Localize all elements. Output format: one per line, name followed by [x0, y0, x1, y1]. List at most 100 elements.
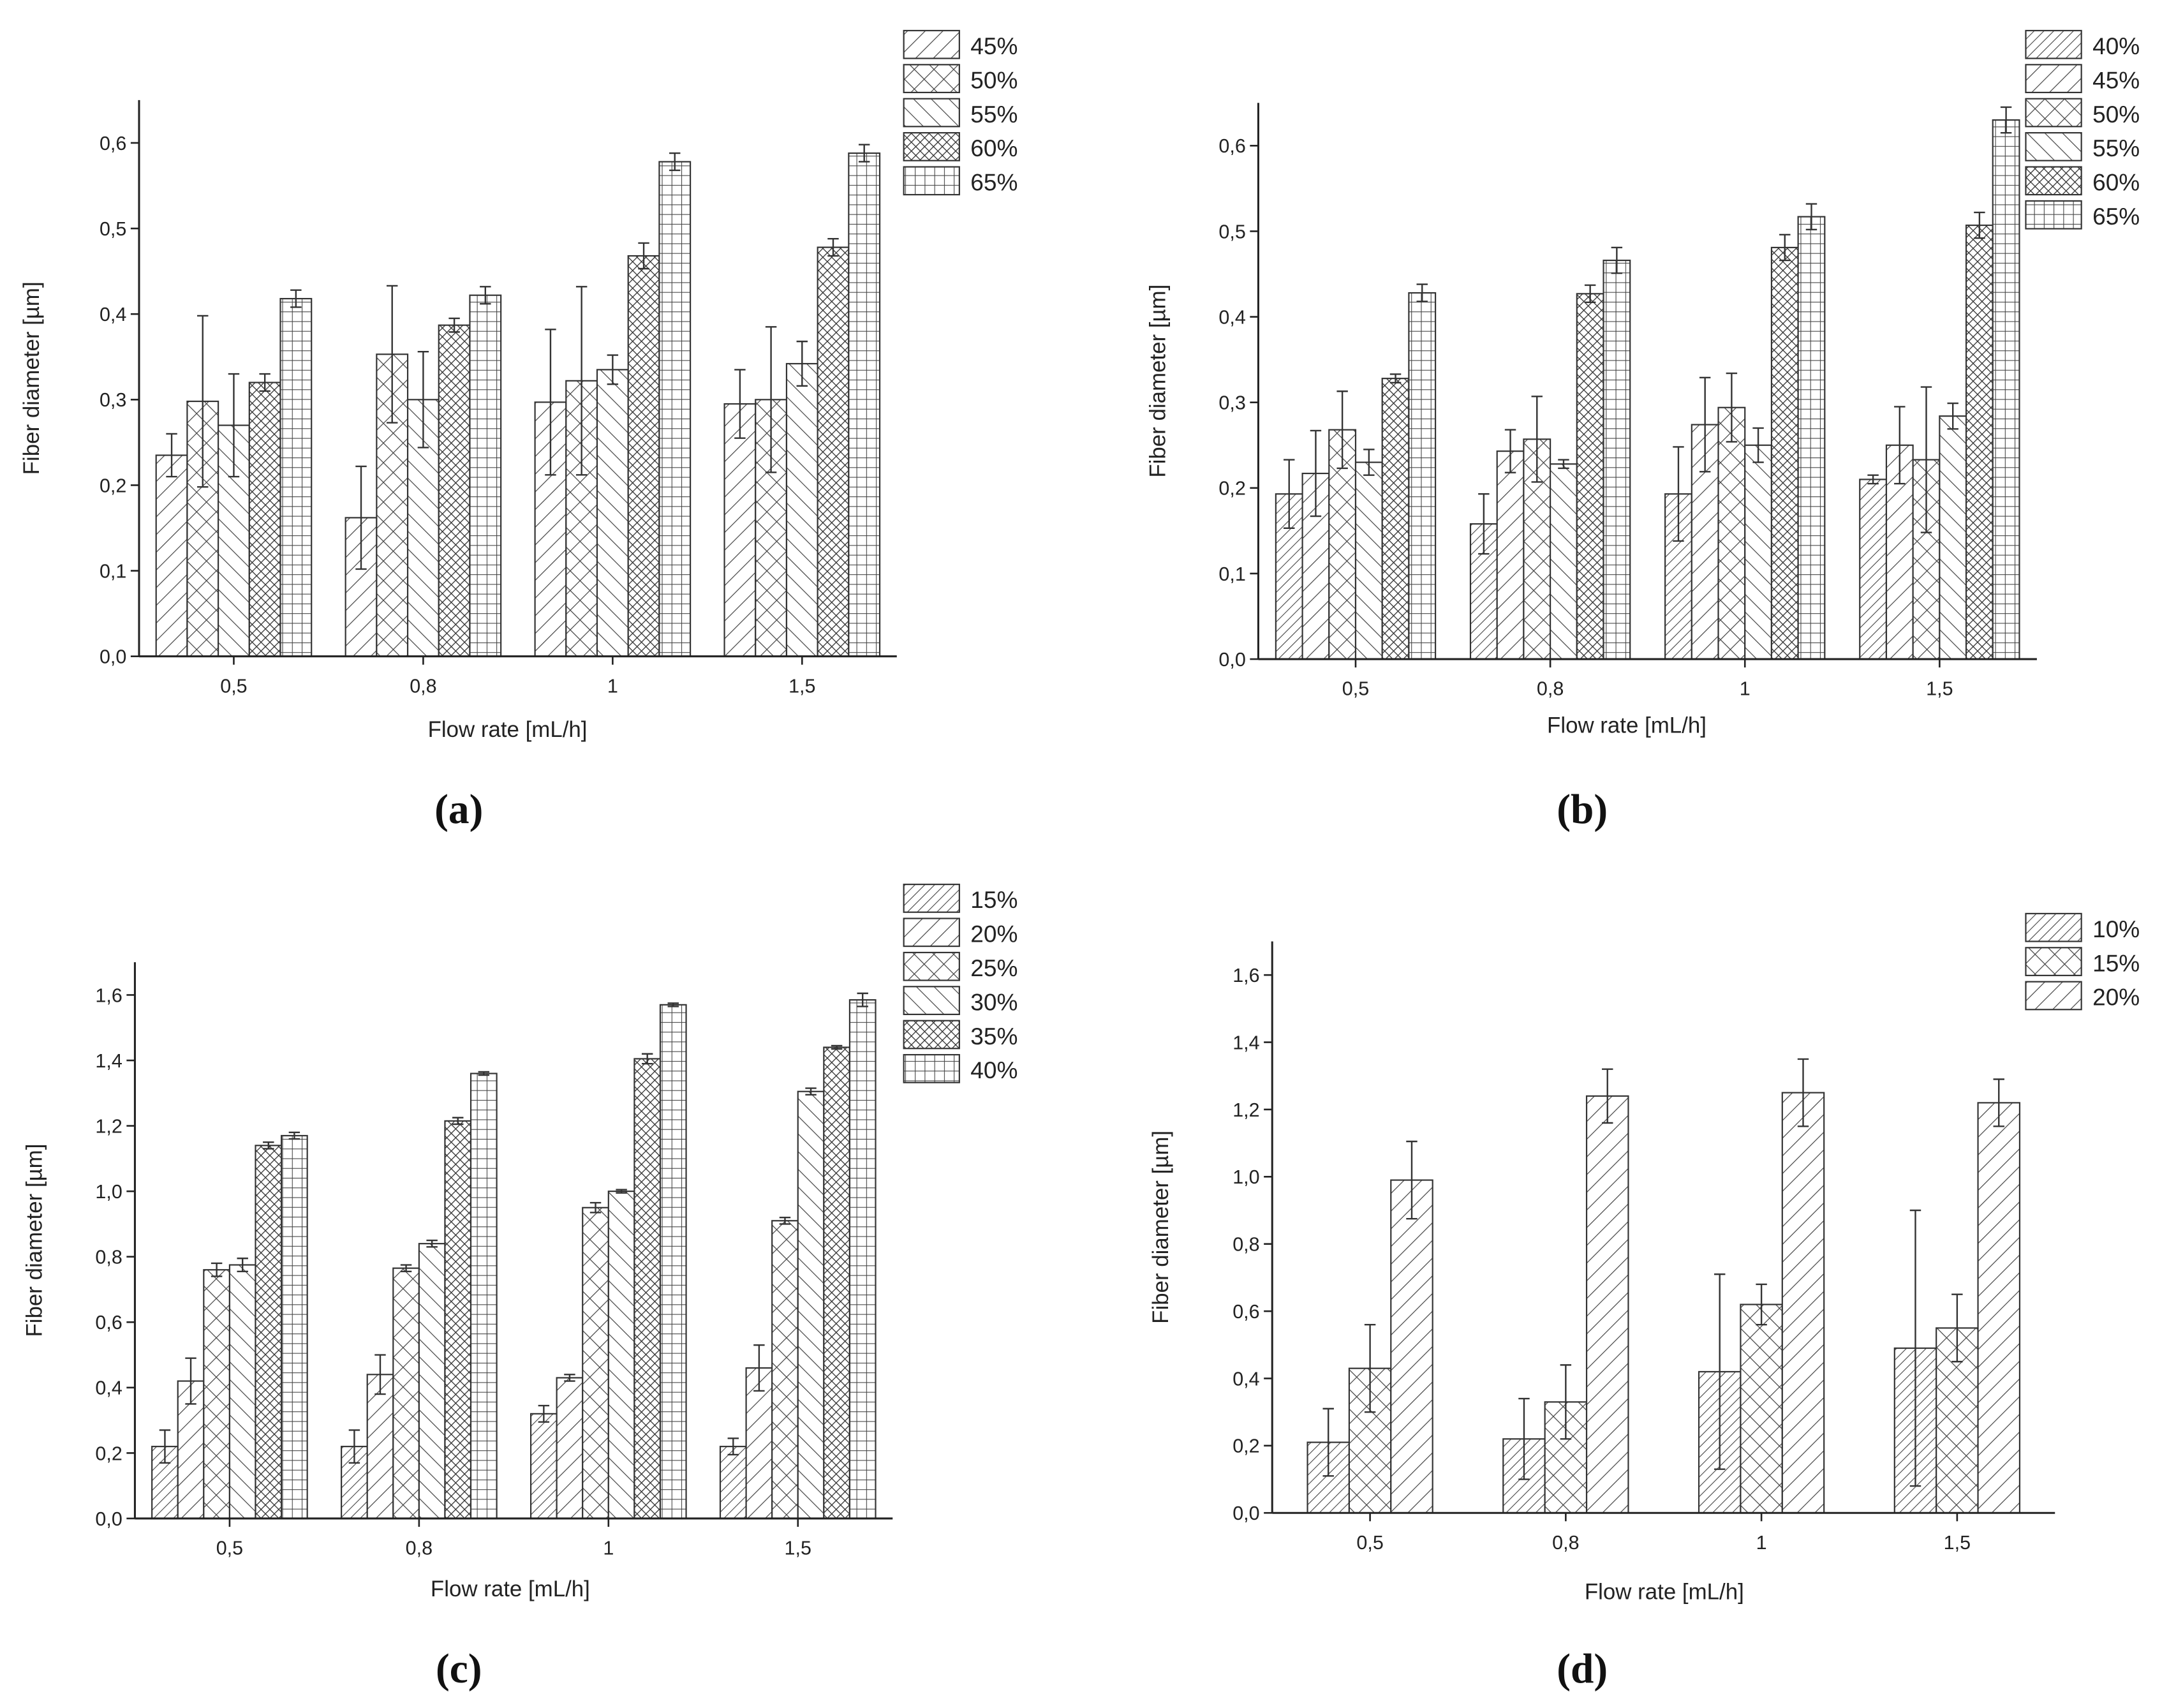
- bar: [1585, 1095, 1629, 1514]
- bar: [1354, 461, 1383, 660]
- error-bar: [1602, 1068, 1613, 1124]
- error-bar: [1389, 373, 1402, 384]
- panel-label: (a): [434, 787, 483, 833]
- x-tick-label: 1: [1740, 678, 1751, 700]
- y-axis-label: Fiber diameter [µm]: [1145, 285, 1170, 478]
- x-tick-label: 0,8: [406, 1538, 433, 1559]
- x-axis-label: Flow rate [mL/h]: [431, 1577, 590, 1601]
- bar: [848, 999, 877, 1520]
- error-bar: [1673, 446, 1684, 542]
- legend-label: 45%: [970, 33, 1018, 59]
- panel-label: (c): [436, 1646, 482, 1692]
- legend-swatch: [903, 29, 960, 59]
- y-tick-label: 0,6: [1218, 135, 1245, 157]
- error-bar: [355, 465, 367, 570]
- panel-label: (b): [1557, 787, 1608, 833]
- y-tick-label: 0,2: [100, 475, 126, 496]
- bar: [1717, 406, 1746, 660]
- legend-swatch: [2025, 912, 2082, 942]
- panel-label: (d): [1557, 1646, 1608, 1692]
- error-bar: [1504, 429, 1516, 473]
- legend-label: 15%: [2092, 949, 2140, 976]
- error-bar: [1611, 246, 1623, 274]
- error-bar: [1974, 211, 1985, 239]
- bar: [444, 1120, 472, 1520]
- bar: [155, 454, 188, 657]
- error-bar: [564, 1374, 575, 1382]
- bar: [279, 297, 313, 657]
- error-bar: [1284, 459, 1295, 530]
- legend-label: 10%: [2092, 916, 2140, 942]
- error-bar: [159, 1429, 171, 1464]
- chart-panel: 0,0 0,1 0,2 0,3 0,4 0,5 0,6 0,5 0,8 1 1,5 40% 45% 50%…: [1145, 29, 2140, 833]
- y-tick-label: 0,4: [1233, 1368, 1259, 1390]
- bar: [582, 1207, 609, 1520]
- bar: [658, 161, 692, 657]
- bar: [366, 1374, 394, 1520]
- bar: [1744, 444, 1773, 660]
- error-bar: [1951, 1293, 1963, 1363]
- y-axis-label: Fiber diameter [µm]: [19, 281, 44, 475]
- error-bar: [480, 286, 491, 305]
- error-bar: [228, 373, 240, 478]
- bar: [255, 1145, 283, 1520]
- y-tick-label: 0,6: [100, 133, 126, 154]
- bar: [817, 246, 850, 657]
- legend-label: 60%: [970, 135, 1018, 161]
- bar: [418, 1243, 446, 1520]
- legend-label: 55%: [970, 101, 1018, 128]
- legend-swatch: [903, 986, 960, 1015]
- y-tick-label: 0,6: [95, 1312, 122, 1333]
- error-bar: [1518, 1397, 1530, 1480]
- legend-swatch: [903, 1054, 960, 1083]
- x-tick-label: 1,5: [1926, 678, 1953, 700]
- bar: [1965, 224, 1994, 660]
- y-tick-label: 0,2: [95, 1443, 122, 1464]
- error-bar: [1993, 1078, 2004, 1127]
- legend-swatch: [903, 884, 960, 913]
- x-axis-label: Flow rate [mL/h]: [428, 717, 588, 742]
- bar: [1977, 1102, 2021, 1514]
- error-bar: [386, 285, 398, 424]
- x-tick-label: 0,5: [220, 675, 247, 697]
- legend-label: 20%: [2092, 984, 2140, 1011]
- error-bar: [417, 351, 429, 449]
- y-tick-label: 1,2: [95, 1115, 122, 1137]
- error-bar: [765, 326, 777, 473]
- bar: [280, 1134, 308, 1520]
- legend-swatch: [903, 132, 960, 161]
- legend-label: 65%: [2092, 203, 2140, 230]
- y-tick-label: 0,4: [1218, 306, 1245, 328]
- x-tick-label: 0,8: [1552, 1532, 1579, 1554]
- error-bar: [641, 1053, 653, 1065]
- error-bar: [796, 340, 808, 387]
- error-bar: [1310, 429, 1322, 517]
- error-bar: [1894, 406, 1906, 485]
- error-bar: [857, 992, 868, 1007]
- error-bar: [452, 1117, 464, 1125]
- legend-label: 25%: [970, 954, 1018, 981]
- error-bar: [478, 1071, 490, 1076]
- y-tick-label: 0,4: [95, 1378, 122, 1399]
- error-bar: [185, 1357, 196, 1405]
- bar: [1797, 216, 1826, 660]
- error-bar: [348, 1429, 360, 1464]
- error-bar: [1560, 1364, 1572, 1440]
- bar: [823, 1046, 851, 1520]
- legend-label: 20%: [970, 921, 1018, 947]
- error-bar: [669, 152, 681, 172]
- bar: [848, 152, 881, 657]
- y-tick-label: 0,8: [95, 1247, 122, 1268]
- bar: [1859, 479, 1888, 660]
- y-tick-label: 0,1: [100, 560, 126, 582]
- bar: [228, 1264, 256, 1520]
- bar: [633, 1058, 662, 1520]
- y-tick-label: 0,4: [100, 304, 126, 325]
- error-bar: [290, 289, 302, 308]
- bar: [1603, 259, 1631, 660]
- legend-swatch: [903, 98, 960, 128]
- bar: [438, 324, 471, 657]
- x-tick-label: 1: [603, 1538, 614, 1559]
- error-bar: [374, 1354, 386, 1395]
- y-tick-label: 0,5: [1218, 221, 1245, 242]
